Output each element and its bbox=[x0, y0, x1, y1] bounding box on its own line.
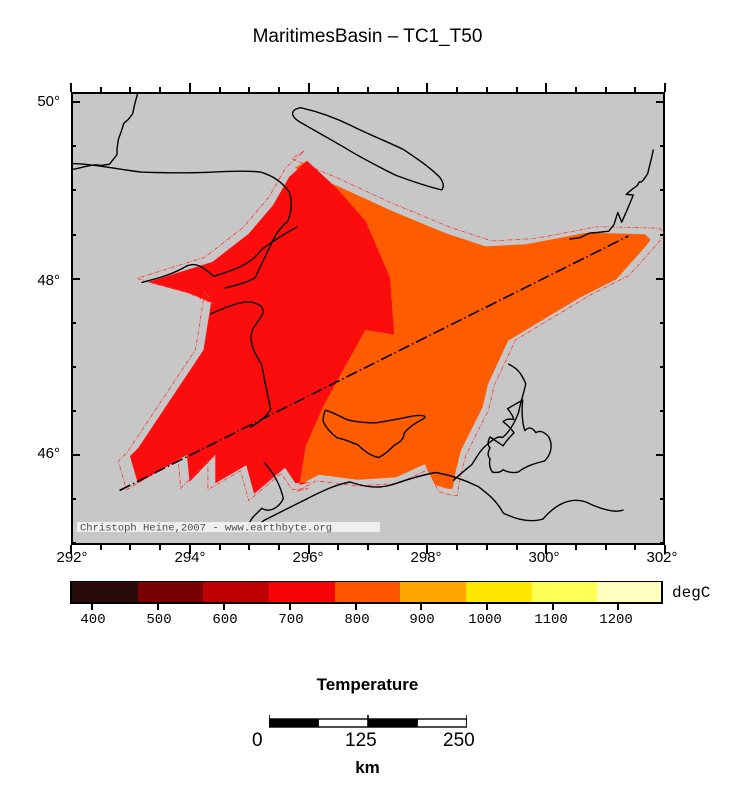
svg-text:Christoph Heine,2007 - www.ear: Christoph Heine,2007 - www.earthbyte.org bbox=[80, 523, 332, 535]
